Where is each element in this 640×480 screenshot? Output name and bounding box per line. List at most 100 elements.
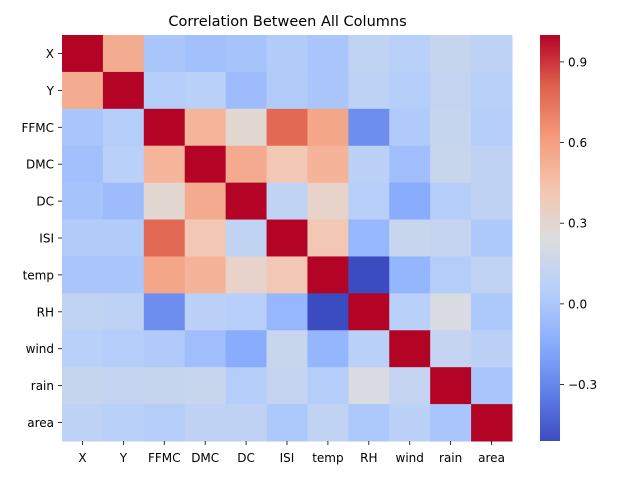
y-tick-label: Y	[46, 84, 55, 98]
heatmap-cell-FFMC-DC	[225, 108, 268, 147]
heatmap-cell-DMC-FFMC	[143, 145, 186, 184]
heatmap-cell-FFMC-wind	[389, 108, 431, 147]
y-tick-label: X	[46, 47, 54, 61]
heatmap-cell-RH-DC	[225, 293, 268, 331]
heatmap-cell-area-area	[471, 404, 513, 442]
heatmap-cell-Y-ISI	[266, 71, 308, 110]
y-tick-label: area	[27, 416, 54, 430]
heatmap-cell-DC-DC	[225, 182, 268, 221]
heatmap-cell-wind-wind	[389, 330, 431, 368]
heatmap-cell-temp-temp	[307, 256, 349, 294]
heatmap-cell-X-rain	[430, 35, 472, 73]
heatmap-cell-Y-DC	[225, 71, 268, 110]
colorbar-tick-label: 0.6	[568, 136, 587, 150]
heatmap-cell-temp-area	[471, 256, 513, 294]
x-tick-label: DMC	[191, 451, 219, 465]
heatmap-cell-DMC-area	[471, 145, 513, 184]
heatmap-cell-DC-FFMC	[143, 182, 186, 221]
heatmap-cell-temp-DMC	[184, 256, 227, 294]
heatmap-cell-ISI-X	[62, 219, 104, 257]
heatmap-cell-Y-DMC	[184, 71, 227, 110]
heatmap-cell-FFMC-X	[62, 108, 104, 147]
heatmap-cell-DMC-ISI	[266, 145, 308, 184]
heatmap-cell-RH-wind	[389, 293, 431, 331]
x-tick-label: wind	[396, 451, 424, 465]
heatmap-cell-area-Y	[102, 404, 145, 442]
heatmap-cell-RH-ISI	[266, 293, 308, 331]
heatmap-cell-rain-temp	[307, 367, 349, 405]
colorbar-tick-label: −0.3	[568, 378, 597, 392]
heatmap-cell-Y-RH	[348, 71, 390, 110]
heatmap-cell-Y-temp	[307, 71, 349, 110]
heatmap-cell-rain-RH	[348, 367, 390, 405]
heatmap-cell-rain-wind	[389, 367, 431, 405]
x-tick-label: FFMC	[148, 451, 181, 465]
heatmap-cell-temp-Y	[102, 256, 145, 294]
heatmap-cell-temp-FFMC	[143, 256, 186, 294]
heatmap-cell-X-Y	[102, 35, 145, 73]
heatmap-cell-area-X	[62, 404, 104, 442]
heatmap-cell-DC-DMC	[184, 182, 227, 221]
heatmap-cell-DC-RH	[348, 182, 390, 221]
heatmap-cell-rain-FFMC	[143, 367, 186, 405]
heatmap-cell-Y-area	[471, 71, 513, 110]
y-axis-ticks: X Y FFMC DMC DC ISI temp RH wind rain area	[21, 47, 62, 430]
heatmap-cell-temp-X	[62, 256, 104, 294]
heatmap-cell-wind-X	[62, 330, 104, 368]
heatmap-cell-FFMC-area	[471, 108, 513, 147]
heatmap-cell-wind-DMC	[184, 330, 227, 368]
colorbar: 0.9 0.6 0.3 0.0 −0.3	[540, 35, 597, 441]
x-axis-ticks: X Y FFMC DMC DC ISI temp RH wind rain area	[78, 441, 505, 465]
heatmap-cell-temp-RH	[348, 256, 390, 294]
heatmap-cell-RH-DMC	[184, 293, 227, 331]
heatmap-cell-ISI-wind	[389, 219, 431, 257]
y-tick-label: wind	[26, 342, 54, 356]
heatmap-cell-DC-rain	[430, 182, 472, 221]
heatmap-cell-X-X	[62, 35, 104, 73]
heatmap-cell-ISI-FFMC	[143, 219, 186, 257]
heatmap-cell-RH-area	[471, 293, 513, 331]
colorbar-tick-label: 0.3	[568, 217, 587, 231]
heatmap-cell-area-temp	[307, 404, 349, 442]
heatmap-cell-DC-X	[62, 182, 104, 221]
heatmap-cell-wind-area	[471, 330, 513, 368]
heatmap-cell-Y-FFMC	[143, 71, 186, 110]
y-tick-label: temp	[23, 268, 54, 282]
heatmap-cell-wind-Y	[102, 330, 145, 368]
heatmap-cell-Y-X	[62, 71, 104, 110]
x-tick-label: ISI	[280, 451, 295, 465]
heatmap-cell-DMC-temp	[307, 145, 349, 184]
heatmap-cell-DC-wind	[389, 182, 431, 221]
heatmap-cell-Y-rain	[430, 71, 472, 110]
heatmap-cell-DC-Y	[102, 182, 145, 221]
heatmap-cell-area-FFMC	[143, 404, 186, 442]
heatmap-cell-area-DC	[225, 404, 268, 442]
heatmap-cell-FFMC-ISI	[266, 108, 308, 147]
heatmap-cell-wind-DC	[225, 330, 268, 368]
heatmap-cell-DC-area	[471, 182, 513, 221]
heatmap-cells	[62, 35, 513, 442]
heatmap-cell-area-DMC	[184, 404, 227, 442]
heatmap-cell-X-DC	[225, 35, 268, 73]
heatmap-cell-FFMC-RH	[348, 108, 390, 147]
heatmap-cell-RH-Y	[102, 293, 145, 331]
heatmap-cell-RH-rain	[430, 293, 472, 331]
heatmap-cell-DMC-DC	[225, 145, 268, 184]
x-tick-label: temp	[312, 451, 343, 465]
heatmap-cell-X-ISI	[266, 35, 308, 73]
x-tick-label: RH	[360, 451, 377, 465]
heatmap-cell-ISI-area	[471, 219, 513, 257]
y-tick-label: FFMC	[21, 121, 54, 135]
heatmap-cell-RH-X	[62, 293, 104, 331]
heatmap-cell-area-wind	[389, 404, 431, 442]
heatmap-cell-X-DMC	[184, 35, 227, 73]
heatmap-cell-ISI-Y	[102, 219, 145, 257]
heatmap-cell-area-ISI	[266, 404, 308, 442]
x-tick-label: DC	[237, 451, 255, 465]
heatmap-cell-wind-RH	[348, 330, 390, 368]
heatmap-cell-ISI-DMC	[184, 219, 227, 257]
heatmap-cell-X-temp	[307, 35, 349, 73]
heatmap-cell-wind-FFMC	[143, 330, 186, 368]
heatmap-cell-rain-X	[62, 367, 104, 405]
